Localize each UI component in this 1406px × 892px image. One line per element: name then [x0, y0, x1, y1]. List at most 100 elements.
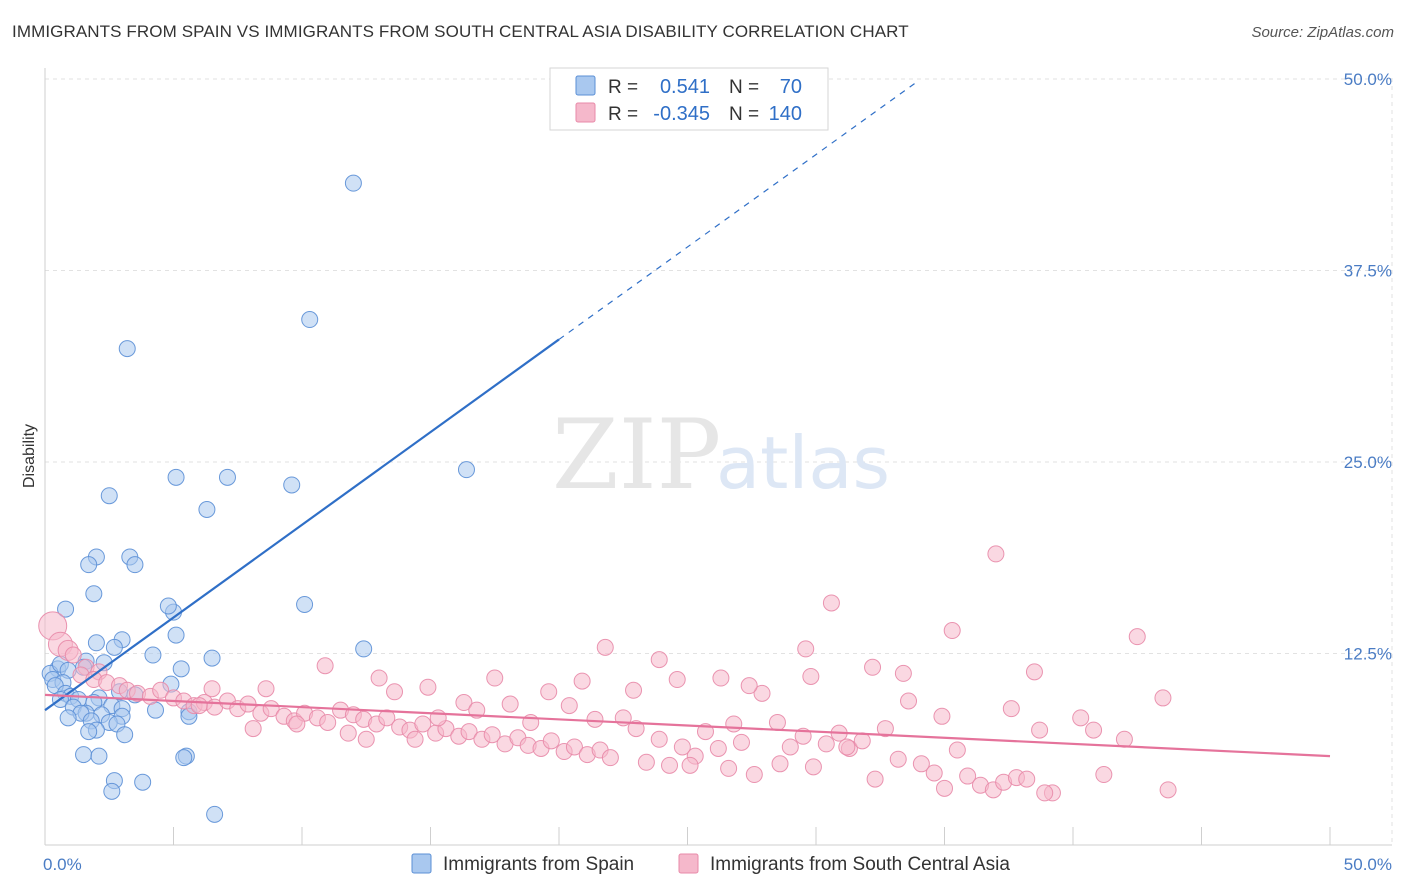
point-south-central-asia — [959, 767, 977, 785]
y-tick-label: 12.5% — [1344, 645, 1392, 664]
point-south-central-asia — [943, 622, 961, 640]
trendline-spain — [44, 338, 560, 712]
point-south-central-asia — [864, 658, 882, 676]
trendline-spain-extension — [558, 80, 920, 340]
point-spain — [355, 640, 373, 658]
point-south-central-asia — [486, 669, 504, 687]
point-south-central-asia — [596, 638, 614, 656]
stats-n-value-blue: 70 — [780, 76, 802, 98]
point-south-central-asia — [668, 671, 686, 689]
point-south-central-asia — [1085, 721, 1103, 739]
point-spain — [126, 556, 144, 574]
point-south-central-asia — [565, 738, 583, 756]
point-south-central-asia — [804, 758, 822, 776]
point-south-central-asia — [925, 764, 943, 782]
x-tick-label: 50.0% — [1344, 855, 1392, 874]
point-south-central-asia — [370, 669, 388, 687]
point-spain — [457, 461, 475, 479]
point-south-central-asia — [378, 709, 396, 727]
point-south-central-asia — [1072, 709, 1090, 727]
point-south-central-asia — [64, 646, 82, 664]
point-south-central-asia — [853, 732, 871, 750]
point-south-central-asia — [732, 733, 750, 751]
point-south-central-asia — [948, 741, 966, 759]
point-south-central-asia — [1031, 721, 1049, 739]
axes — [44, 68, 1392, 846]
point-spain — [85, 585, 103, 603]
y-tick-label: 37.5% — [1344, 262, 1392, 281]
stats-r-label-blue: R = — [608, 77, 638, 98]
point-spain — [206, 805, 224, 823]
y-tick-label: 50.0% — [1344, 70, 1392, 89]
point-spain — [75, 746, 93, 764]
chart-title: IMMIGRANTS FROM SPAIN VS IMMIGRANTS FROM… — [12, 22, 909, 41]
point-south-central-asia — [661, 756, 679, 774]
stats-r-label-pink: R = — [608, 104, 638, 125]
point-south-central-asia — [542, 732, 560, 750]
point-south-central-asia — [876, 720, 894, 738]
point-south-central-asia — [838, 738, 856, 756]
point-south-central-asia — [987, 545, 1005, 563]
y-tick-label: 25.0% — [1344, 453, 1392, 472]
point-south-central-asia — [455, 694, 473, 712]
point-south-central-asia — [1154, 689, 1172, 707]
point-spain — [144, 646, 162, 664]
x-tick-label: 0.0% — [43, 855, 82, 874]
point-south-central-asia — [414, 715, 432, 733]
point-spain — [344, 174, 362, 192]
point-south-central-asia — [817, 735, 835, 753]
point-south-central-asia — [781, 738, 799, 756]
point-spain — [105, 638, 123, 656]
point-spain — [80, 723, 98, 741]
point-south-central-asia — [900, 692, 918, 710]
point-south-central-asia — [483, 726, 501, 744]
watermark: ZIP atlas — [552, 399, 890, 511]
stats-n-label-blue: N = — [729, 77, 759, 98]
stats-n-value-pink: 140 — [769, 103, 802, 125]
point-south-central-asia — [586, 710, 604, 728]
point-south-central-asia — [889, 750, 907, 768]
point-south-central-asia — [709, 739, 727, 757]
point-south-central-asia — [681, 756, 699, 774]
point-spain — [172, 660, 190, 678]
watermark-zip: ZIP — [552, 399, 721, 511]
point-south-central-asia — [673, 738, 691, 756]
point-spain — [198, 500, 216, 518]
point-south-central-asia — [316, 657, 334, 675]
point-spain — [283, 476, 301, 494]
point-south-central-asia — [933, 707, 951, 725]
y-axis-label: Disability — [21, 424, 38, 488]
point-south-central-asia — [190, 697, 208, 715]
point-south-central-asia — [650, 651, 668, 669]
point-south-central-asia — [894, 664, 912, 682]
point-spain — [118, 340, 136, 358]
point-south-central-asia — [339, 724, 357, 742]
point-spain — [301, 311, 319, 329]
stats-r-value-pink: -0.345 — [653, 103, 710, 125]
grid-lines — [45, 78, 1393, 845]
point-south-central-asia — [936, 779, 953, 797]
point-south-central-asia — [637, 753, 655, 771]
point-south-central-asia — [152, 681, 170, 699]
point-south-central-asia — [406, 730, 424, 748]
stats-box-frame — [549, 67, 829, 131]
point-south-central-asia — [650, 730, 668, 748]
x-tick-labels: 0.0% 50.0% — [43, 855, 1392, 874]
point-south-central-asia — [1036, 784, 1054, 802]
point-south-central-asia — [745, 766, 763, 784]
point-south-central-asia — [625, 681, 643, 699]
y-tick-labels: 12.5% 25.0% 37.5% 50.0% — [1344, 70, 1392, 664]
trend-lines — [44, 80, 1331, 758]
point-spain — [296, 595, 314, 613]
point-south-central-asia — [768, 713, 786, 731]
point-south-central-asia — [429, 709, 447, 727]
point-spain — [90, 747, 108, 765]
legend-swatch-spain — [411, 853, 432, 874]
point-spain — [167, 626, 185, 644]
point-south-central-asia — [357, 730, 375, 748]
trendline-south-central-asia — [44, 693, 1331, 758]
point-south-central-asia — [501, 695, 519, 713]
point-south-central-asia — [712, 669, 730, 687]
stats-swatch-pink — [575, 102, 596, 123]
point-south-central-asia — [573, 672, 591, 690]
